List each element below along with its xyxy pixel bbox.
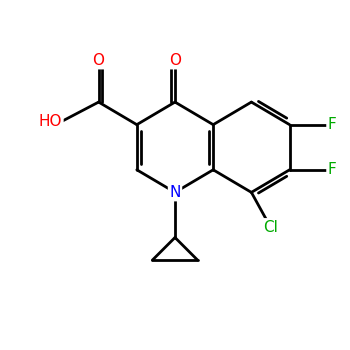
Text: N: N — [169, 185, 181, 200]
Text: F: F — [328, 117, 337, 132]
Text: F: F — [328, 162, 337, 177]
Text: O: O — [93, 53, 105, 68]
Text: HO: HO — [38, 114, 62, 129]
Text: Cl: Cl — [263, 219, 278, 234]
Text: O: O — [169, 53, 181, 68]
